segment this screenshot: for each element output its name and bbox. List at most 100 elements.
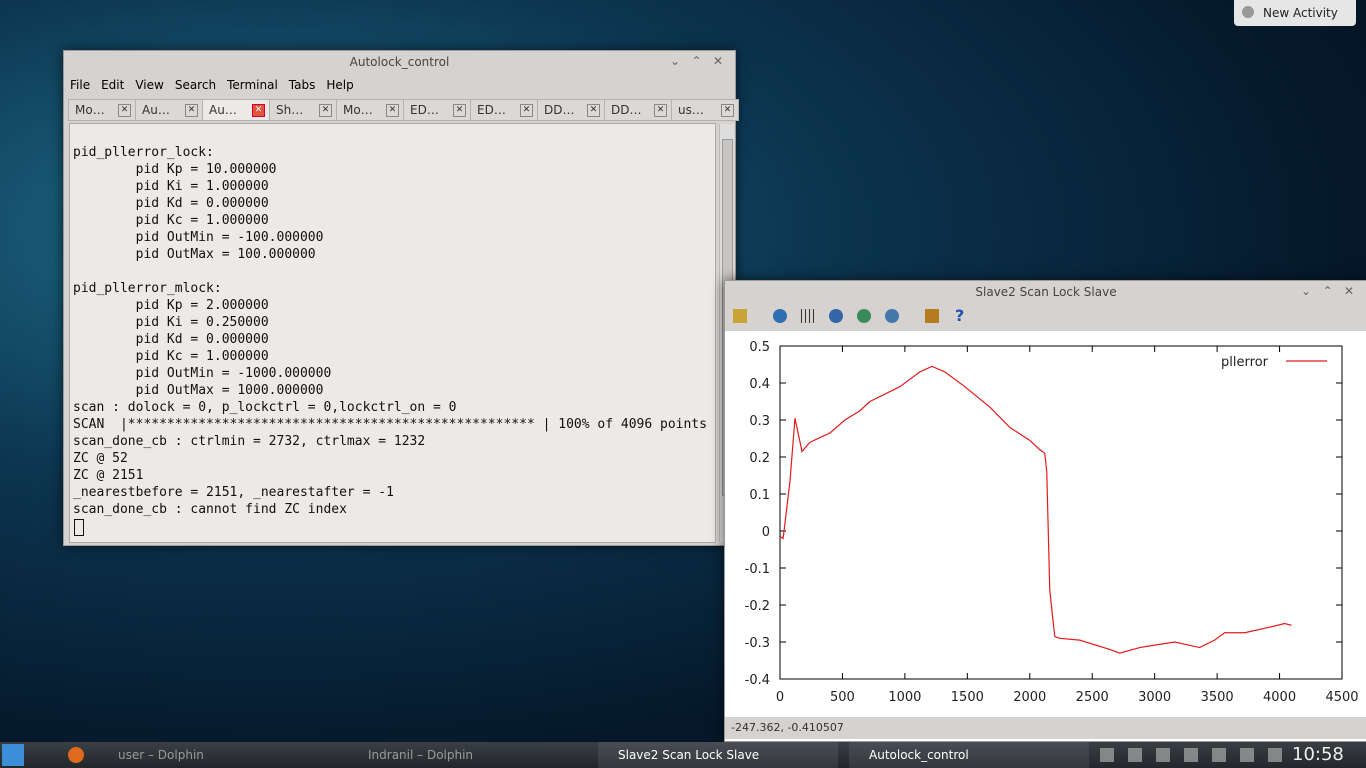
output-line: pid_pllerror_lock:: [73, 145, 214, 160]
x-tick-label: 3000: [1138, 690, 1171, 705]
output-line: pid Kc = 1.000000: [73, 349, 269, 364]
menu-item[interactable]: Search: [174, 78, 217, 92]
tab-close[interactable]: ✕: [520, 104, 533, 117]
plot-window: Slave2 Scan Lock Slave ⌄ ⌃ ✕ ? -0.4 -0.3-…: [724, 280, 1366, 742]
tab-close[interactable]: ✕: [721, 104, 734, 117]
output-line: pid Kc = 1.000000: [73, 213, 269, 228]
tab-close[interactable]: ✕: [185, 104, 198, 117]
menu-item[interactable]: View: [135, 78, 164, 92]
output-line: ZC @ 52: [73, 451, 128, 466]
x-tick-label: 500: [830, 690, 855, 705]
task-item[interactable]: Indranil – Dolphin: [348, 742, 588, 768]
window-buttons: ⌄ ⌃ ✕: [1301, 284, 1355, 298]
x-tick-label: 2500: [1076, 690, 1109, 705]
tab-label: DD…: [544, 103, 575, 117]
output-line: pid Ki = 1.000000: [73, 179, 269, 194]
x-tick-label: 1500: [951, 690, 984, 705]
menu-item[interactable]: Terminal: [227, 78, 278, 92]
task-item[interactable]: Slave2 Scan Lock Slave: [598, 742, 838, 768]
output-line: pid Kp = 10.000000: [73, 162, 277, 177]
tab-label: ED…: [410, 103, 439, 117]
tab-close[interactable]: ✕: [453, 104, 466, 117]
tab[interactable]: Mo… ✕: [336, 99, 404, 121]
task-item[interactable]: Autolock_control: [849, 742, 1089, 768]
cursor: [74, 519, 84, 536]
output-line: pid OutMin = -100.000000: [73, 230, 324, 245]
clock: 10:58: [1292, 744, 1344, 765]
tab[interactable]: Sh… ✕: [269, 99, 337, 121]
task-label: Indranil – Dolphin: [368, 748, 474, 762]
tab-close[interactable]: ✕: [654, 104, 667, 117]
x-tick-label: 4000: [1263, 690, 1296, 705]
output-line: pid Kd = 0.000000: [73, 332, 269, 347]
tab[interactable]: DD… ✕: [604, 99, 672, 121]
window-buttons: ⌄ ⌃ ✕: [670, 54, 724, 68]
terminal-window: Autolock_control ⌄ ⌃ ✕ File Edit View Searc…: [63, 50, 739, 546]
tool-icon[interactable]: [773, 309, 787, 323]
series-line: [779, 365, 1292, 654]
start-menu[interactable]: [2, 744, 24, 766]
x-tick-label: 2000: [1013, 690, 1046, 705]
tab-label: Sh…: [276, 103, 304, 117]
y-tick-label: 0: [762, 525, 770, 540]
output-line: pid OutMin = -1000.000000: [73, 366, 332, 381]
tab[interactable]: ED… ✕: [403, 99, 471, 121]
task-label: Slave2 Scan Lock Slave: [618, 748, 760, 762]
tab[interactable]: ED… ✕: [470, 99, 538, 121]
activity-icon: [1242, 6, 1254, 18]
tab[interactable]: us… ✕: [671, 99, 739, 121]
new-activity-button[interactable]: New Activity: [1234, 0, 1356, 26]
tool-icon[interactable]: [925, 309, 939, 323]
y-tick-label: -0.1: [745, 562, 770, 577]
x-tick-label: 1000: [888, 690, 921, 705]
menu-item[interactable]: File: [70, 78, 91, 92]
tool-icon[interactable]: [857, 309, 871, 323]
output-line: scan_done_cb : ctrlmin = 2732, ctrlmax =…: [73, 434, 426, 449]
tab[interactable]: DD… ✕: [537, 99, 605, 121]
x-tick-label: 4500: [1325, 690, 1358, 705]
help-icon[interactable]: ?: [955, 306, 965, 325]
firefox-icon[interactable]: [68, 747, 84, 763]
output-block: pid_pllerror_mlock: pid Kp = 2.000000 pi…: [73, 280, 707, 518]
system-tray: [1100, 748, 1290, 762]
y-tick-label: -0.3: [745, 636, 770, 651]
tab[interactable]: Au… ✕: [135, 99, 203, 121]
menu-item[interactable]: Tabs: [288, 78, 316, 92]
output-line: pid OutMax = 1000.000000: [73, 383, 324, 398]
status-bar: -247.362, -0.410507: [725, 717, 1366, 739]
tab-label: DD…: [611, 103, 642, 117]
tab[interactable]: Mo… ✕: [68, 99, 136, 121]
tab[interactable]: Au… ✕: [202, 99, 270, 121]
tab-close[interactable]: ✕: [118, 104, 131, 117]
output-line: pid Kd = 0.000000: [73, 196, 269, 211]
terminal-output: pid_pllerror_lock: pid Kp = 10.000000 pi…: [69, 123, 734, 543]
plot-title: Slave2 Scan Lock Slave: [725, 281, 1366, 303]
tab-label: Mo…: [75, 103, 105, 117]
tool-icon[interactable]: [733, 309, 747, 323]
menu-bar: File Edit View Search Terminal Tabs Help: [70, 78, 365, 92]
terminal-title: Autolock_control: [349, 55, 450, 69]
taskbar: 10:58 user – Dolphin Indranil – Dolphin Sl…: [0, 742, 1366, 768]
menu-item[interactable]: Help: [326, 78, 354, 92]
legend-label: pllerror: [1221, 355, 1269, 370]
x-tick-label: 3500: [1201, 690, 1234, 705]
task-item[interactable]: user – Dolphin: [98, 742, 338, 768]
y-tick-label: 0.2: [749, 451, 770, 466]
output-lines: pid_pllerror_lock: pid Kp = 10.000000 pi…: [73, 144, 707, 518]
plot-frame: [779, 345, 1343, 680]
tab-close[interactable]: ✕: [319, 104, 332, 117]
tab-close[interactable]: ✕: [386, 104, 399, 117]
menu-item[interactable]: Edit: [101, 78, 125, 92]
tool-icon[interactable]: [801, 309, 815, 323]
y-tick-label: 0.5: [749, 340, 770, 355]
tab-label: Au…: [142, 103, 170, 117]
output-line: SCAN |**********************************…: [73, 417, 707, 432]
y-tick-label: -0.2: [745, 599, 770, 614]
output-line: pid_pllerror_mlock:: [73, 281, 222, 296]
tool-icon[interactable]: [885, 309, 899, 323]
tab-close[interactable]: ✕: [252, 104, 265, 117]
tab-label: us…: [678, 103, 704, 117]
tab-close[interactable]: ✕: [587, 104, 600, 117]
tool-icon[interactable]: [829, 309, 843, 323]
output-line: ZC @ 2151: [73, 468, 144, 483]
